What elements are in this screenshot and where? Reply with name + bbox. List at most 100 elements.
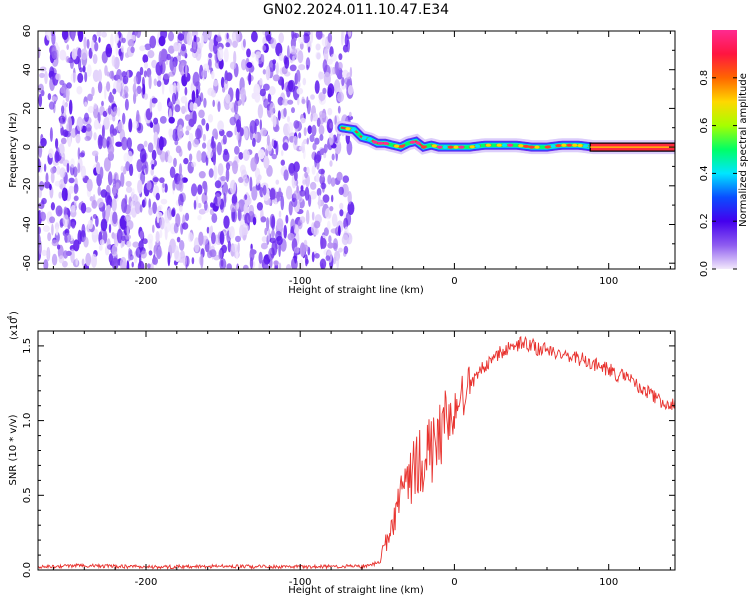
noise-cell	[102, 229, 108, 244]
noise-cell	[262, 184, 267, 196]
noise-cell	[188, 232, 194, 243]
noise-cell	[58, 255, 65, 264]
y-tick-label: 0.0	[22, 562, 33, 578]
band-blob	[415, 141, 421, 145]
noise-cell	[230, 203, 237, 213]
noise-cell	[262, 69, 267, 75]
noise-cell	[262, 36, 267, 46]
noise-cell	[71, 128, 77, 138]
noise-cell	[250, 249, 257, 255]
noise-cell	[55, 226, 59, 236]
noise-cell	[301, 141, 305, 154]
noise-cell	[271, 215, 276, 231]
noise-cell	[184, 212, 190, 222]
band-blob	[464, 145, 470, 149]
band-blob	[448, 145, 454, 149]
noise-cell	[337, 105, 341, 114]
noise-cell	[124, 98, 129, 111]
noise-cell	[197, 202, 202, 209]
noise-cell	[316, 117, 321, 128]
colorbar-tick-label: 0.0	[699, 261, 710, 277]
noise-cell	[266, 217, 270, 232]
noise-cell	[304, 171, 308, 179]
noise-cell	[193, 199, 197, 210]
spectrogram-xlabel: Height of straight line (km)	[288, 285, 424, 296]
noise-cell	[311, 124, 317, 137]
noise-cell	[221, 181, 229, 197]
noise-cell	[287, 99, 294, 105]
colorbar: 0.0 0.2 0.4 0.6 0.8 Normalized spectral ampl…	[699, 30, 749, 277]
noise-cell	[276, 218, 284, 230]
noise-cell	[176, 81, 180, 93]
noise-cell	[248, 72, 252, 86]
noise-cell	[59, 49, 67, 61]
noise-cell	[58, 191, 62, 199]
noise-cell	[193, 237, 200, 253]
noise-cell	[89, 196, 94, 202]
noise-cell	[214, 131, 218, 140]
noise-cell	[65, 55, 70, 63]
noise-cell	[132, 120, 139, 129]
noise-cell	[235, 235, 241, 243]
noise-cell	[122, 166, 127, 175]
noise-cell	[152, 201, 158, 214]
noise-cell	[44, 181, 51, 189]
noise-cell	[155, 231, 160, 243]
band-blob	[518, 144, 524, 148]
noise-cell	[302, 77, 307, 86]
noise-cell	[261, 54, 265, 62]
noise-cell	[156, 244, 162, 260]
y-tick-label: 0.5	[22, 487, 33, 503]
noise-cell	[179, 62, 186, 76]
noise-cell	[106, 81, 111, 92]
noise-cell	[327, 220, 331, 230]
noise-cell	[288, 201, 293, 216]
noise-cell	[198, 171, 206, 179]
noise-cell	[68, 177, 75, 184]
snr-series-line	[38, 335, 675, 570]
band-blob	[453, 145, 459, 149]
noise-cell	[75, 133, 81, 144]
noise-cell	[139, 45, 146, 52]
y-tick-label: -20	[22, 178, 33, 194]
noise-cell	[101, 125, 105, 140]
noise-cell	[289, 64, 297, 72]
noise-cell	[333, 256, 337, 265]
noise-cell	[50, 202, 56, 211]
noise-cell	[242, 264, 249, 269]
colorbar-label: Normalized spectral amplitude	[738, 73, 749, 227]
noise-cell	[106, 204, 111, 213]
noise-cell	[164, 209, 170, 224]
noise-cell	[129, 163, 134, 176]
noise-cell	[148, 198, 151, 210]
noise-cell	[105, 48, 112, 54]
noise-cell	[336, 171, 343, 181]
noise-cell	[121, 136, 128, 151]
noise-cell	[169, 83, 174, 95]
noise-cell	[70, 205, 76, 213]
noise-cell	[256, 202, 263, 211]
y-tick-label: 60	[22, 25, 33, 38]
noise-cell	[142, 83, 146, 95]
noise-cell	[99, 239, 105, 246]
y-tick-label: 20	[22, 102, 33, 115]
noise-cell	[229, 116, 237, 126]
noise-cell	[309, 134, 315, 143]
noise-cell	[107, 171, 113, 186]
noise-cell	[171, 92, 177, 105]
noise-cell	[44, 70, 48, 84]
y-tick-label: 40	[22, 63, 33, 76]
band-blob	[550, 144, 556, 148]
noise-cell	[201, 69, 207, 78]
noise-cell	[283, 169, 289, 181]
noise-cell	[168, 45, 175, 54]
noise-cell	[120, 172, 125, 188]
noise-cell	[147, 50, 155, 59]
noise-cell	[303, 127, 307, 137]
noise-cell	[261, 236, 267, 243]
noise-cell	[215, 36, 222, 43]
noise-cell	[136, 110, 140, 125]
noise-cell	[278, 262, 282, 269]
noise-cell	[73, 187, 78, 195]
noise-cell	[160, 157, 165, 163]
